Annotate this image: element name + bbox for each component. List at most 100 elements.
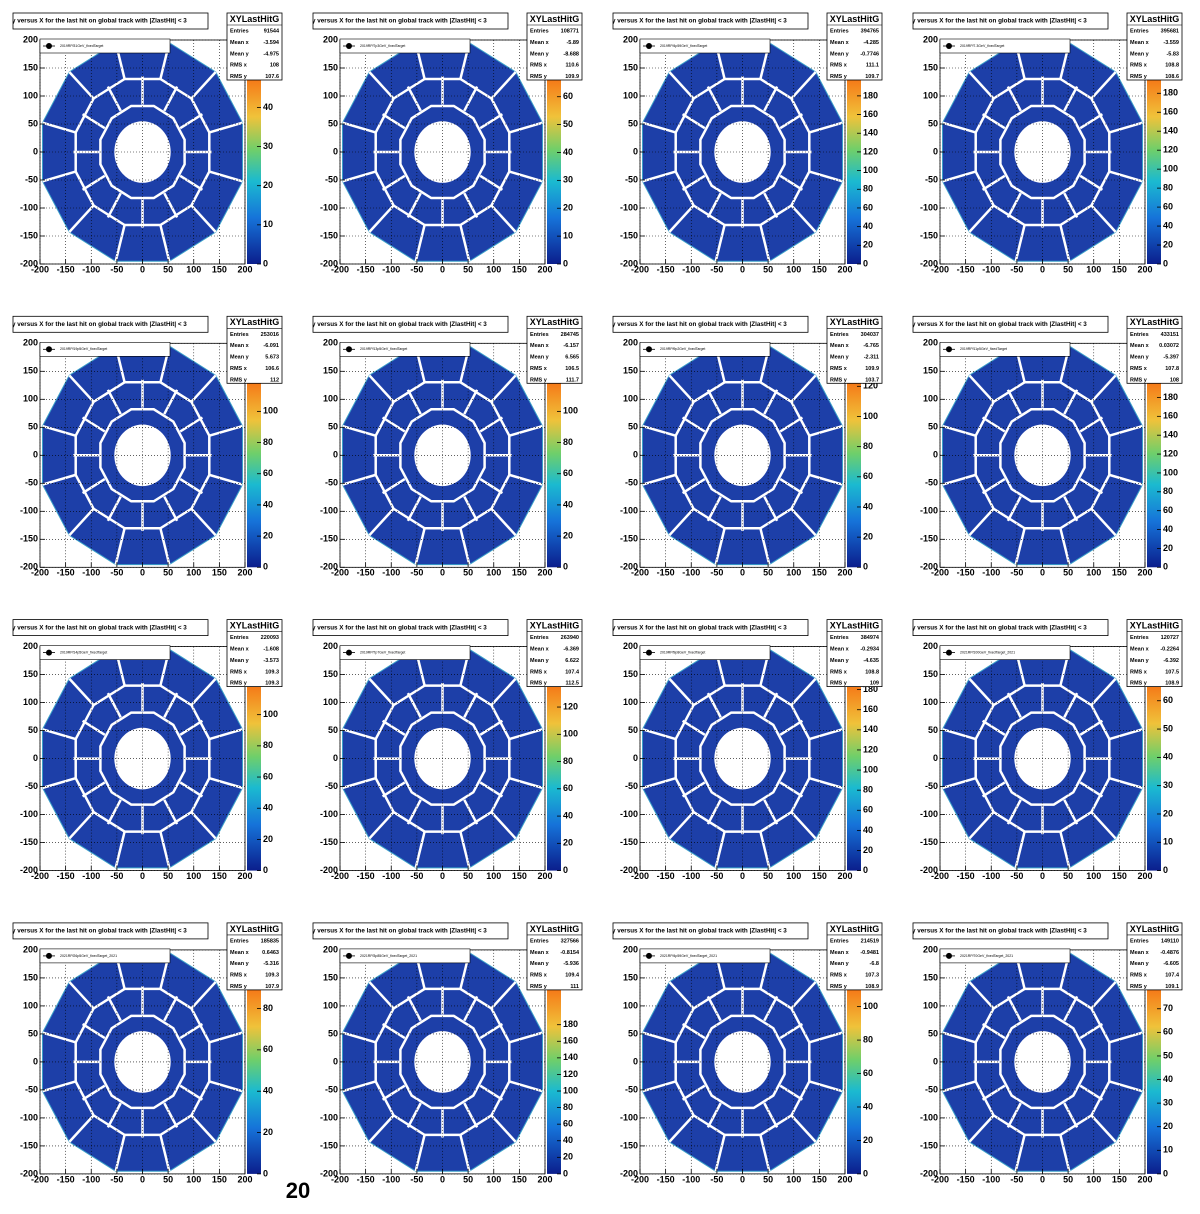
y-tick-label: 100 — [623, 394, 638, 404]
detector-gap — [479, 416, 504, 433]
detector-gap — [999, 408, 1086, 503]
x-tick-label: 200 — [1137, 568, 1152, 578]
detector-gap — [406, 495, 422, 522]
y-tick-label: 150 — [923, 366, 938, 376]
detector-gap — [159, 1134, 171, 1172]
y-tick-label: -200 — [920, 865, 938, 875]
x-tick-label: -200 — [31, 1174, 49, 1184]
x-tick-label: 50 — [1063, 871, 1073, 881]
z-tick-label: 40 — [263, 1086, 273, 1096]
x-tick-label: 0 — [740, 1174, 745, 1184]
stats-value: -6.605 — [1163, 961, 1179, 967]
legend-box — [39, 645, 171, 660]
panel: -200 -150 -100 -50 0 50 100 150 200-200-150-100-… — [12, 619, 283, 881]
z-tick-label: 60 — [563, 468, 573, 478]
x-tick-label: 0 — [440, 1174, 445, 1184]
z-tick-label: 180 — [863, 684, 878, 694]
detector-gap — [714, 1134, 726, 1172]
detector-gap — [381, 719, 406, 736]
stats-value: 107.8 — [1165, 366, 1179, 372]
detector-gap — [779, 719, 804, 736]
z-tick-label: 10 — [263, 219, 273, 229]
stats-value: -4.975 — [263, 51, 279, 57]
stats-label: Mean y — [830, 355, 850, 361]
title-clip: y versus X for the last hit on global tr… — [13, 321, 187, 328]
detector-gap — [81, 781, 106, 798]
stats-value: -6.765 — [863, 343, 879, 349]
z-tick-label: 60 — [1163, 1027, 1173, 1037]
z-tick-label: 20 — [263, 834, 273, 844]
stats-value: -5.397 — [1163, 355, 1179, 361]
detector-gap — [208, 728, 243, 741]
y-tick-label: -100 — [920, 506, 938, 516]
legend-box — [939, 38, 1071, 54]
x-tick-label: 0 — [140, 568, 145, 578]
stats-label: RMS y — [830, 377, 848, 383]
detector-gap — [508, 1080, 543, 1093]
y-tick-label: 100 — [923, 394, 938, 404]
stats-label: Mean x — [1130, 343, 1150, 349]
z-tick-label: 0 — [563, 1168, 568, 1178]
detector-gap — [406, 192, 422, 219]
detector-gap — [508, 1031, 543, 1044]
y-tick-label: 50 — [628, 118, 638, 128]
x-tick-label: 100 — [1086, 568, 1101, 578]
x-tick-label: -200 — [331, 1174, 349, 1184]
detector-gap — [42, 121, 77, 134]
z-tick-label: 10 — [563, 230, 573, 240]
stats-title: XYLastHitG — [1130, 14, 1180, 24]
detector-gap — [759, 831, 771, 869]
z-tick-label: 0 — [1163, 562, 1168, 572]
detector-gap — [1079, 781, 1104, 798]
legend-box — [39, 948, 171, 964]
x-tick-label: -50 — [110, 1174, 123, 1184]
stats-label: RMS x — [1130, 973, 1148, 979]
panel: -200 -150 -100 -50 0 50 100 150 200-200-150-100-… — [912, 315, 1183, 578]
x-tick-label: -100 — [82, 264, 100, 274]
stats-label: Mean y — [230, 961, 250, 967]
detector-gap — [459, 528, 471, 565]
chart-title: y versus X for the last hit on global tr… — [912, 18, 1087, 25]
y-tick-label: 150 — [23, 62, 38, 72]
y-tick-label: 200 — [23, 641, 38, 651]
detector-gap — [1059, 528, 1071, 565]
panel: -200 -150 -100 -50 0 50 100 150 200-200-150-100-… — [312, 922, 583, 1184]
x-tick-label: 150 — [512, 264, 527, 274]
y-tick-label: -200 — [20, 258, 38, 268]
stats-value: 433151 — [1161, 332, 1179, 338]
z-tick-label: 120 — [863, 381, 878, 391]
detector-gap — [808, 121, 843, 134]
title-box — [312, 922, 509, 940]
z-tick-label: 60 — [263, 771, 273, 781]
detector-gap — [414, 831, 426, 869]
x-tick-label: -50 — [710, 264, 723, 274]
detector-gap — [463, 389, 479, 415]
y-tick-label: 50 — [28, 725, 38, 735]
stats-label: RMS y — [230, 681, 248, 687]
y-tick-label: -50 — [325, 781, 338, 791]
y-tick-label: 0 — [333, 1056, 338, 1066]
stats-label: Mean y — [230, 355, 250, 361]
z-tick-label: 0 — [863, 1168, 868, 1178]
detector-gap — [342, 424, 377, 437]
z-tick-label: 80 — [263, 437, 273, 447]
stats-label: Mean x — [530, 343, 550, 349]
x-tick-label: -50 — [410, 568, 423, 578]
y-tick-label: -50 — [625, 1084, 638, 1094]
x-tick-label: -100 — [382, 1174, 400, 1184]
detector-gap — [81, 174, 106, 191]
detector-gap — [381, 1084, 406, 1101]
detector-gap — [342, 121, 377, 134]
detector-gap — [508, 170, 543, 183]
detector-gap — [668, 677, 695, 706]
x-tick-label: -200 — [331, 871, 349, 881]
stats-label: Mean x — [530, 950, 550, 956]
x-tick-label: -150 — [357, 264, 375, 274]
title-box — [912, 315, 1109, 333]
detector-gap — [163, 799, 179, 825]
x-tick-label: 0 — [1040, 264, 1045, 274]
detector-gap — [779, 416, 804, 433]
detector-gap — [381, 781, 406, 798]
detector-gap — [808, 473, 843, 486]
stats-label: Entries — [230, 332, 249, 338]
